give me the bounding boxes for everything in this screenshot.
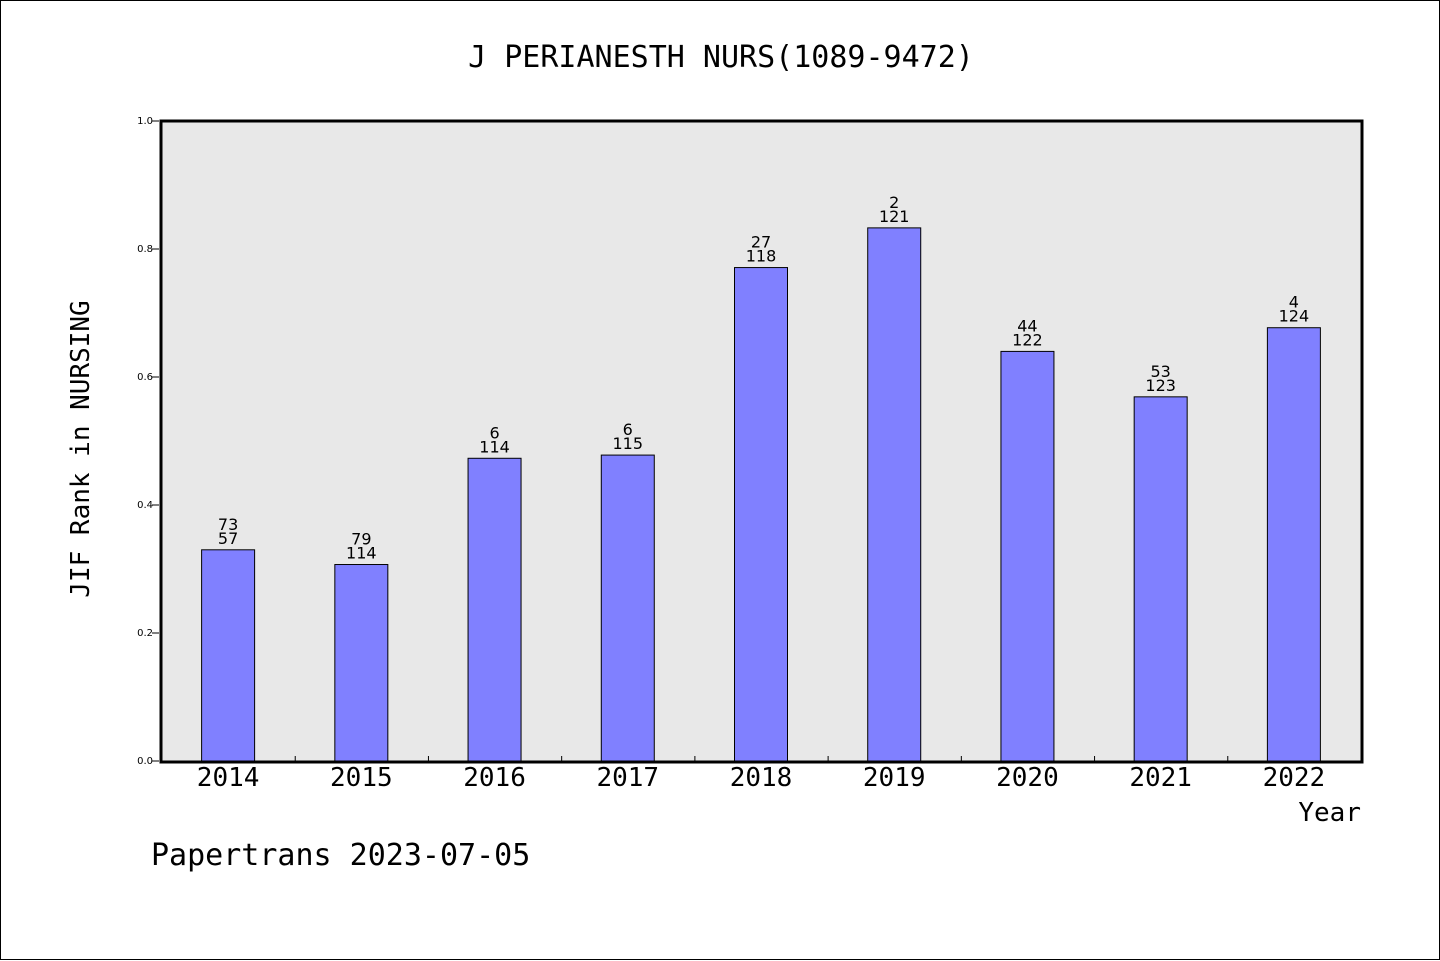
total-label: 115 bbox=[613, 434, 644, 453]
total-label: 114 bbox=[479, 437, 510, 456]
bar-2019 bbox=[867, 227, 922, 762]
x-tick-label: 2016 bbox=[463, 763, 526, 793]
rank-label: 44 bbox=[1017, 316, 1037, 335]
bar-2018 bbox=[734, 267, 788, 762]
bar-2016 bbox=[467, 457, 522, 762]
chart-title: J PERIANESTH NURS(1089-9472) bbox=[468, 40, 974, 75]
rank-label: 73 bbox=[218, 515, 238, 534]
total-label: 118 bbox=[746, 247, 777, 266]
x-tick-label: 2020 bbox=[996, 763, 1059, 793]
bar-2015 bbox=[334, 564, 389, 762]
footer-watermark-text: Papertrans 2023-07-05 bbox=[151, 838, 530, 873]
rank-label: 27 bbox=[751, 233, 771, 252]
total-label: 124 bbox=[1279, 307, 1310, 326]
bar-2017 bbox=[600, 454, 655, 762]
total-label: 123 bbox=[1145, 376, 1176, 395]
bar-2014 bbox=[201, 549, 256, 762]
x-tick-label: 2021 bbox=[1129, 763, 1192, 793]
y-axis: 0.0 0.2 0.4 0.6 0.8 1.0 bbox=[137, 116, 159, 767]
bar-2022 bbox=[1266, 327, 1321, 762]
x-tick-label: 2018 bbox=[730, 763, 793, 793]
bar-2020 bbox=[1000, 350, 1055, 762]
x-axis-label: Year bbox=[1298, 798, 1361, 828]
bar-2021 bbox=[1133, 396, 1188, 762]
y-tick-label: 1.0 bbox=[137, 116, 153, 127]
y-tick-label: 0.2 bbox=[137, 628, 153, 639]
y-axis-label: JIF Rank in NURSING bbox=[66, 300, 96, 597]
x-tick-label: 2015 bbox=[330, 763, 393, 793]
total-label: 121 bbox=[879, 207, 910, 226]
rank-label: 6 bbox=[623, 420, 633, 439]
y-tick-label: 0.0 bbox=[137, 756, 153, 767]
total-label: 122 bbox=[1012, 330, 1043, 349]
rank-label: 6 bbox=[489, 423, 499, 442]
y-tick-label: 0.8 bbox=[137, 244, 153, 255]
bar-series bbox=[201, 227, 1321, 762]
y-tick-label: 0.6 bbox=[137, 372, 153, 383]
x-tick-label: 2019 bbox=[863, 763, 926, 793]
rank-label: 79 bbox=[351, 530, 371, 549]
x-tick-label: 2022 bbox=[1263, 763, 1326, 793]
x-tick-label: 2017 bbox=[596, 763, 659, 793]
rank-label: 2 bbox=[889, 193, 899, 212]
rank-label: 4 bbox=[1289, 293, 1299, 312]
total-label: 57 bbox=[218, 529, 238, 548]
y-tick-label: 0.4 bbox=[137, 500, 153, 511]
x-axis: 2014 2015 2016 2017 2018 2019 2020 2021 2022 bbox=[197, 756, 1325, 793]
rank-label: 53 bbox=[1150, 362, 1170, 381]
total-label: 114 bbox=[346, 544, 377, 563]
x-tick-label: 2014 bbox=[197, 763, 260, 793]
